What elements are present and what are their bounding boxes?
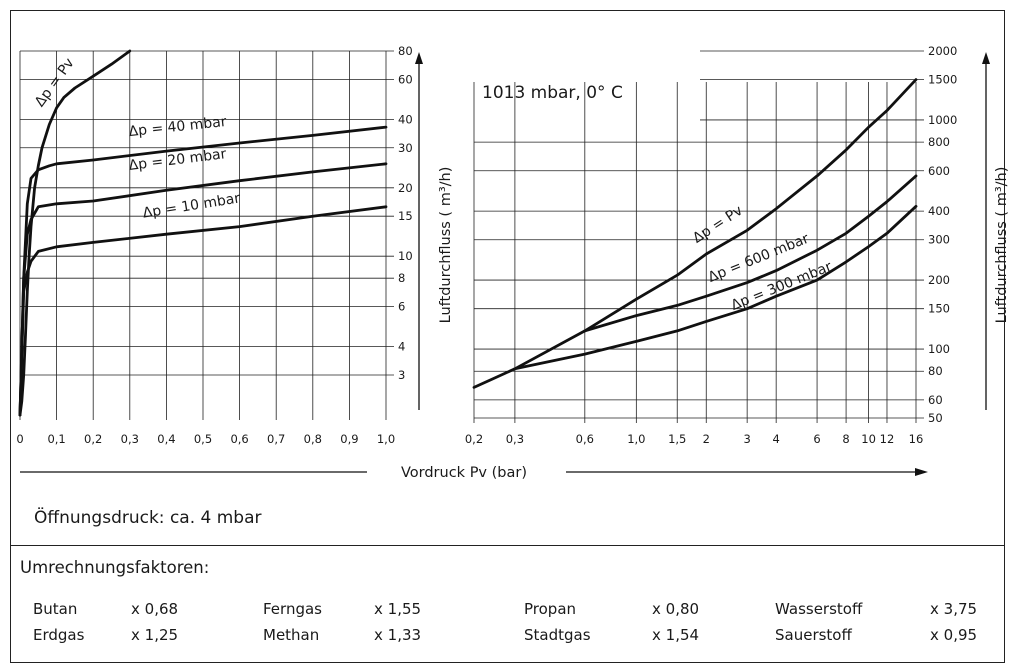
- curve-label: Δp = Pv: [32, 55, 78, 110]
- series-line: [18, 162, 388, 417]
- factor-value: x 1,33: [374, 626, 422, 644]
- y-tick-label: 10: [398, 249, 413, 263]
- series-line: [18, 49, 132, 417]
- x-tick-label: 0,4: [157, 432, 175, 446]
- factor-value: x 1,54: [652, 626, 700, 644]
- x-tick-label: 1,5: [668, 432, 686, 446]
- y-tick-label: 4: [398, 340, 405, 354]
- y-tick-label: 300: [928, 233, 950, 247]
- y-tick-label: 40: [398, 112, 413, 126]
- factor-value: x 1,25: [131, 626, 179, 644]
- y-tick-label: 80: [398, 44, 413, 58]
- x-tick-label: 0,8: [304, 432, 322, 446]
- factor-value: x 0,68: [131, 600, 179, 618]
- series-line: [18, 205, 388, 417]
- x-tick-label: 0: [16, 432, 23, 446]
- y-tick-label: 8: [398, 271, 405, 285]
- y-tick-label: 600: [928, 164, 950, 178]
- factor-name: Ferngas: [263, 600, 322, 618]
- y-tick-label: 1000: [928, 113, 957, 127]
- arrow-right-icon: [915, 468, 928, 476]
- factor-value: x 0,80: [652, 600, 700, 618]
- x-tick-label: 3: [743, 432, 750, 446]
- factor-name: Wasserstoff: [775, 600, 863, 618]
- x-tick-label: 0,3: [121, 432, 139, 446]
- x-tick-label: 0,6: [230, 432, 248, 446]
- x-tick-label: 8: [842, 432, 849, 446]
- y-tick-label: 60: [928, 393, 943, 407]
- series-line: [18, 125, 388, 417]
- factor-name: Erdgas: [33, 626, 85, 644]
- factor-name: Stadtgas: [524, 626, 591, 644]
- y-tick-label: 2000: [928, 44, 957, 58]
- opening-pressure-note: Öffnungsdruck: ca. 4 mbar: [34, 508, 262, 528]
- y-tick-label: 100: [928, 342, 950, 356]
- section-divider: [10, 545, 1005, 546]
- y-tick-label: 60: [398, 72, 413, 86]
- factor-value: x 1,55: [374, 600, 422, 618]
- y-tick-label: 6: [398, 300, 405, 314]
- y-tick-label: 50: [928, 411, 943, 425]
- arrow-up-icon: [415, 52, 423, 64]
- y-tick-label: 200: [928, 273, 950, 287]
- y-tick-label: 20: [398, 181, 413, 195]
- x-tick-label: 0,9: [340, 432, 358, 446]
- y-tick-label: 80: [928, 364, 943, 378]
- factor-name: Butan: [33, 600, 78, 618]
- conditions-annotation: 1013 mbar, 0° C: [482, 83, 623, 103]
- conversion-factors-title: Umrechnungsfaktoren:: [20, 558, 210, 577]
- y-axis-title: Luftdurchfluss ( m³/h): [438, 167, 454, 324]
- figure-frame: [10, 10, 1005, 663]
- x-tick-label: 0,1: [47, 432, 65, 446]
- factor-value: x 0,95: [930, 626, 978, 644]
- factor-name: Methan: [263, 626, 320, 644]
- factor-name: Propan: [524, 600, 577, 618]
- y-tick-label: 30: [398, 141, 413, 155]
- x-tick-label: 1,0: [377, 432, 395, 446]
- series-line: [583, 174, 918, 333]
- x-tick-label: 0,2: [84, 432, 102, 446]
- x-tick-label: 6: [813, 432, 820, 446]
- x-tick-label: 2: [703, 432, 710, 446]
- y-tick-label: 150: [928, 302, 950, 316]
- x-tick-label: 10: [861, 432, 876, 446]
- x-tick-label: 12: [880, 432, 895, 446]
- factor-name: Sauerstoff: [775, 626, 852, 644]
- y-tick-label: 400: [928, 204, 950, 218]
- x-tick-label: 0,3: [506, 432, 524, 446]
- y-tick-label: 15: [398, 209, 413, 223]
- y-tick-label: 3: [398, 368, 405, 382]
- x-tick-label: 0,7: [267, 432, 285, 446]
- curve-label: Δp = 40 mbar: [128, 114, 228, 140]
- x-tick-label: 0,2: [465, 432, 483, 446]
- x-tick-label: 1,0: [627, 432, 645, 446]
- y-tick-label: 1500: [928, 73, 957, 87]
- x-tick-label: 0,5: [194, 432, 212, 446]
- x-tick-label: 4: [773, 432, 780, 446]
- series-line: [513, 204, 918, 371]
- x-tick-label: 16: [909, 432, 924, 446]
- flow-chart: 0 0,1 0,2 0,3 0,4 0,5 0,6 0,7 0,8 0,9 1,0 3 4 6 8 10 15 2…: [16, 44, 1010, 481]
- x-axis-title: Vordruck Pv (bar): [401, 465, 527, 481]
- factor-value: x 3,75: [930, 600, 978, 618]
- x-tick-label: 0,6: [576, 432, 594, 446]
- curve-label: Δp = 10 mbar: [142, 190, 242, 221]
- y-axis-title: Luftdurchfluss ( m³/h): [994, 167, 1010, 324]
- y-tick-label: 800: [928, 135, 950, 149]
- arrow-up-icon: [982, 52, 990, 64]
